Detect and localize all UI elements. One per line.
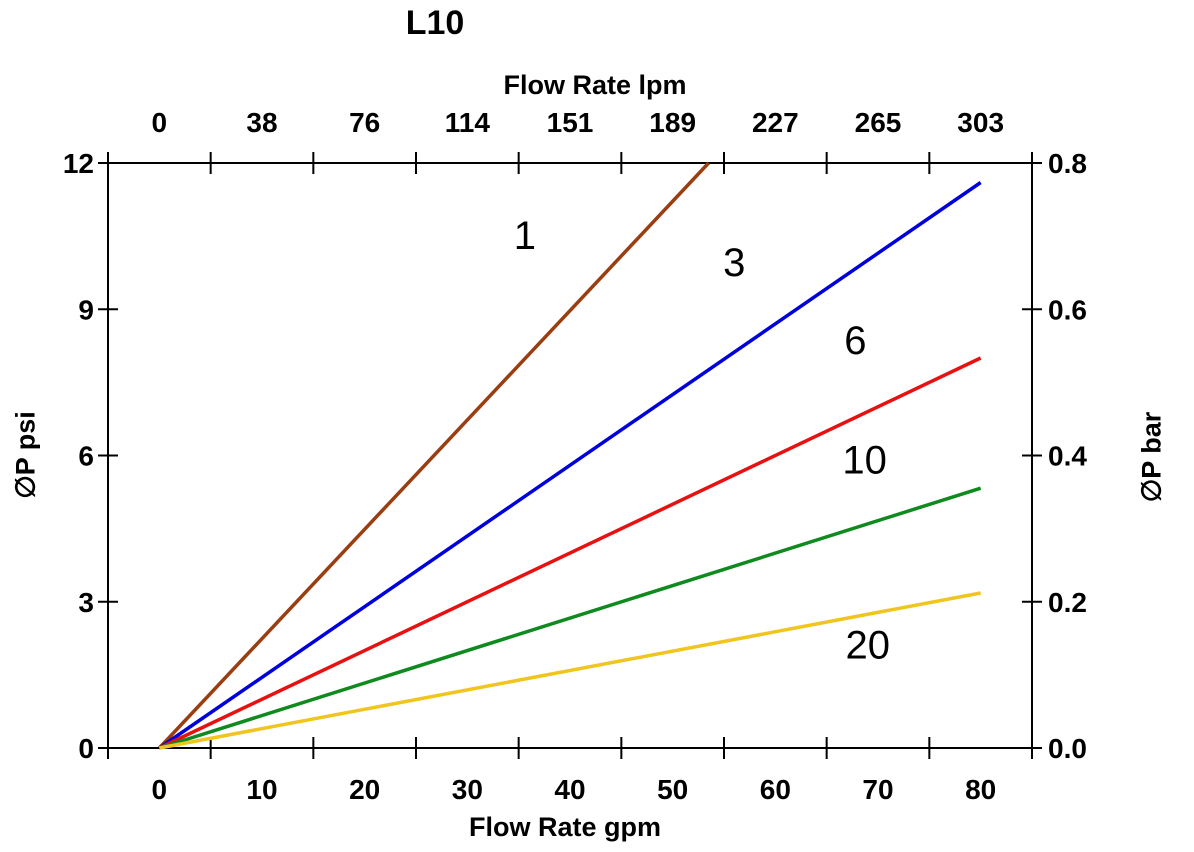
series-label-20: 20 bbox=[845, 624, 890, 668]
plot-box bbox=[107, 162, 1033, 749]
left-axis-title: ∅P psi bbox=[10, 411, 41, 499]
right-axis-tick-label: 0.6 bbox=[1048, 294, 1087, 325]
bottom-axis-tick-label: 30 bbox=[452, 774, 483, 805]
top-axis-tick-label: 189 bbox=[649, 107, 696, 138]
left-axis-tick-label: 12 bbox=[63, 148, 94, 179]
top-axis-tick-label: 151 bbox=[547, 107, 594, 138]
bottom-axis-tick-label: 80 bbox=[965, 774, 996, 805]
left-axis-tick-label: 9 bbox=[78, 294, 94, 325]
series-line-10 bbox=[158, 486, 982, 750]
bottom-axis-tick-label: 40 bbox=[554, 774, 585, 805]
top-axis-title: Flow Rate lpm bbox=[503, 70, 687, 100]
top-axis-tick-label: 38 bbox=[246, 107, 277, 138]
right-axis-tick-label: 0.4 bbox=[1048, 441, 1087, 472]
right-axis-tick-label: 0.8 bbox=[1048, 148, 1087, 179]
series-label-1: 1 bbox=[514, 214, 536, 258]
series-line-3 bbox=[158, 181, 982, 750]
bottom-axis-tick-label: 60 bbox=[760, 774, 791, 805]
series-label-3: 3 bbox=[723, 241, 745, 285]
top-axis-tick-label: 76 bbox=[349, 107, 380, 138]
series-line-6 bbox=[158, 356, 982, 750]
left-axis-tick-label: 6 bbox=[78, 441, 94, 472]
left-axis-tick-label: 0 bbox=[78, 733, 94, 764]
right-axis-tick-label: 0.2 bbox=[1048, 587, 1087, 618]
top-axis-tick-label: 265 bbox=[855, 107, 902, 138]
bottom-axis-tick-label: 20 bbox=[349, 774, 380, 805]
top-axis-tick-label: 114 bbox=[445, 107, 491, 138]
bottom-axis-tick-label: 10 bbox=[246, 774, 277, 805]
bottom-axis-title: Flow Rate gpm bbox=[468, 812, 662, 842]
chart-title: L10 bbox=[405, 4, 465, 42]
right-axis-tick-label: 0.0 bbox=[1048, 733, 1087, 764]
series-line-20 bbox=[159, 591, 981, 750]
bottom-axis-tick-label: 0 bbox=[152, 774, 168, 805]
bottom-axis-tick-label: 50 bbox=[657, 774, 688, 805]
right-axis-title: ∅P bar bbox=[1136, 411, 1167, 503]
series-label-10: 10 bbox=[842, 438, 887, 482]
top-axis-tick-label: 227 bbox=[752, 107, 799, 138]
top-axis-tick-label: 303 bbox=[957, 107, 1004, 138]
left-axis-tick-label: 3 bbox=[78, 587, 94, 618]
series-label-6: 6 bbox=[844, 319, 866, 363]
bottom-axis-tick-label: 70 bbox=[862, 774, 893, 805]
top-axis-tick-label: 0 bbox=[152, 107, 168, 138]
series-line-1 bbox=[158, 161, 710, 750]
